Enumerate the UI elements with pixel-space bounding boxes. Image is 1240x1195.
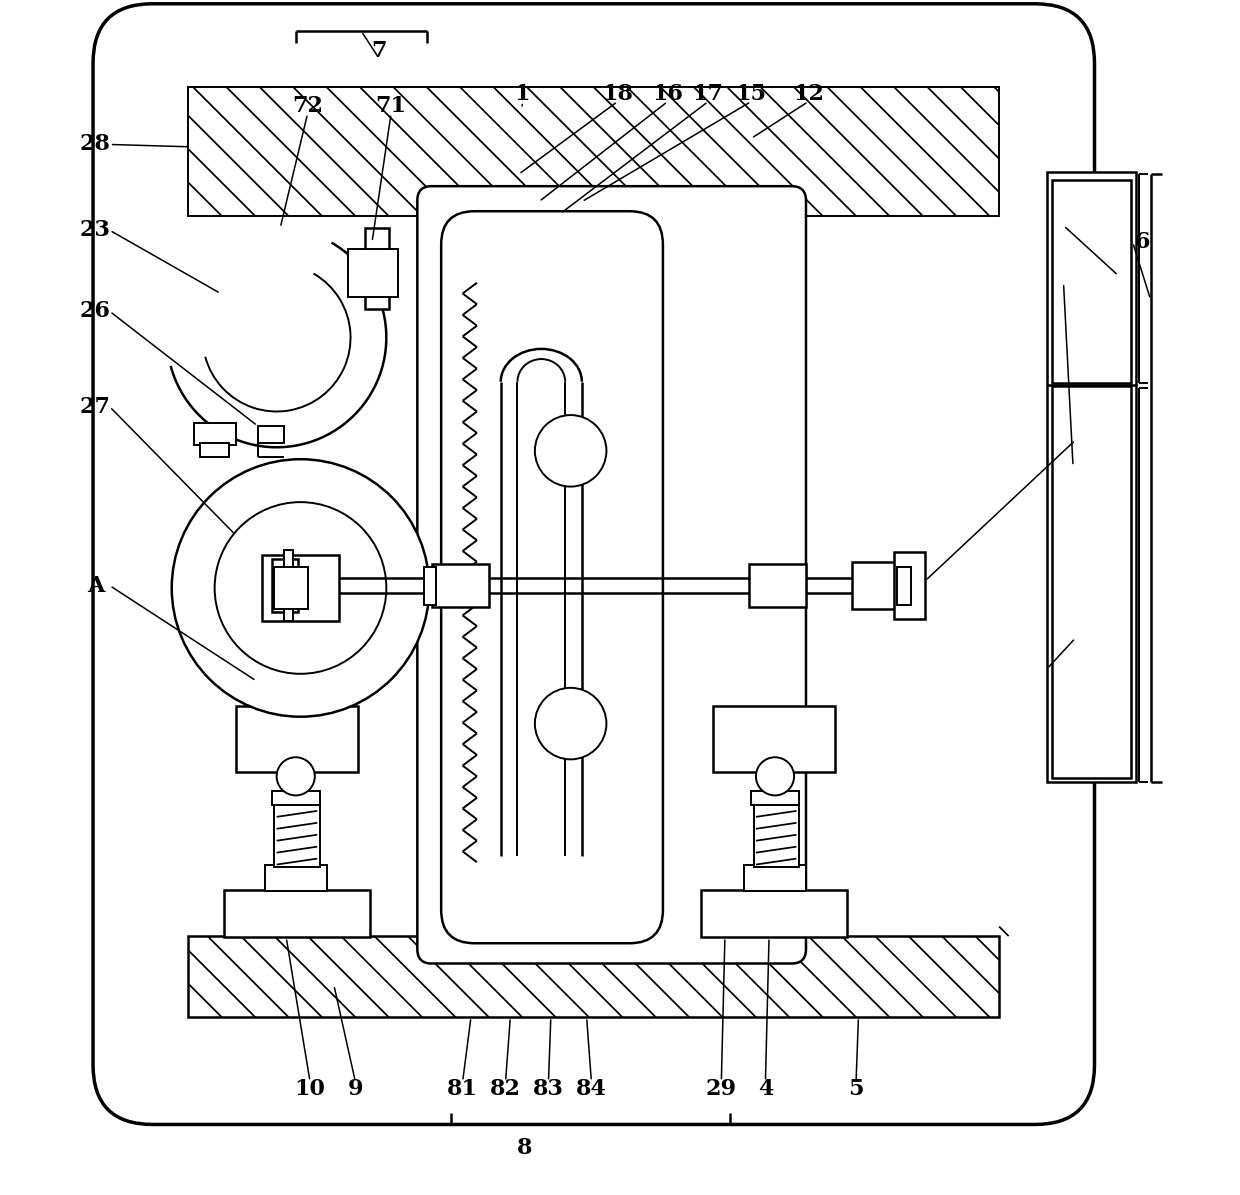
Bar	[188, 936, 999, 1017]
Circle shape	[756, 758, 794, 796]
Bar	[365, 228, 388, 310]
Bar	[744, 864, 806, 890]
Bar	[188, 87, 999, 216]
Bar	[236, 706, 357, 772]
Text: 13: 13	[1060, 422, 1091, 445]
Bar	[894, 552, 925, 619]
Text: 7: 7	[372, 41, 387, 62]
Circle shape	[215, 502, 387, 674]
Bar	[749, 564, 806, 607]
FancyBboxPatch shape	[418, 186, 806, 963]
Text: 18: 18	[603, 84, 634, 105]
Circle shape	[277, 758, 315, 796]
Bar	[348, 250, 398, 298]
Text: A: A	[87, 575, 104, 596]
FancyBboxPatch shape	[441, 212, 663, 943]
Bar	[272, 559, 298, 612]
Bar	[274, 805, 320, 866]
Text: 62: 62	[1048, 208, 1079, 229]
Text: 15: 15	[735, 84, 766, 105]
Text: 4: 4	[758, 1078, 773, 1099]
Text: 27: 27	[79, 396, 110, 418]
Text: 16: 16	[652, 84, 683, 105]
Circle shape	[171, 459, 429, 717]
Bar	[263, 554, 339, 621]
Text: 29: 29	[706, 1078, 737, 1099]
Text: 6: 6	[1135, 231, 1149, 253]
Text: 71: 71	[376, 96, 407, 117]
Bar	[751, 791, 799, 805]
Bar	[258, 425, 284, 442]
Text: 61: 61	[1048, 264, 1079, 287]
Bar	[701, 889, 847, 937]
Text: 82: 82	[490, 1078, 521, 1099]
Bar	[1052, 180, 1131, 382]
Text: 83: 83	[533, 1078, 564, 1099]
Text: 5: 5	[848, 1078, 864, 1099]
Bar	[195, 423, 236, 445]
Circle shape	[534, 415, 606, 486]
Bar	[201, 442, 229, 456]
Text: 12: 12	[792, 84, 823, 105]
Text: 26: 26	[79, 300, 110, 323]
Bar	[713, 706, 835, 772]
Text: 81: 81	[448, 1078, 479, 1099]
Text: 14: 14	[1060, 620, 1091, 642]
Text: 17: 17	[693, 84, 724, 105]
Bar	[264, 864, 326, 890]
FancyBboxPatch shape	[93, 4, 1095, 1124]
Bar	[224, 889, 370, 937]
Bar	[754, 805, 799, 866]
Text: 28: 28	[79, 134, 110, 155]
Bar	[284, 550, 294, 621]
Bar	[852, 562, 898, 609]
Text: 9: 9	[347, 1078, 363, 1099]
Text: 8: 8	[517, 1138, 532, 1159]
Bar	[188, 87, 999, 216]
Bar	[272, 791, 320, 805]
Bar	[1052, 386, 1131, 778]
Bar	[274, 566, 308, 609]
Bar	[1047, 172, 1136, 783]
Bar	[424, 566, 436, 605]
Bar	[897, 566, 911, 605]
Text: 10: 10	[295, 1078, 325, 1099]
Circle shape	[534, 688, 606, 759]
Text: 72: 72	[293, 96, 324, 117]
Text: 1: 1	[515, 84, 529, 105]
Bar	[432, 564, 489, 607]
Text: 23: 23	[81, 220, 110, 241]
Text: 84: 84	[575, 1078, 606, 1099]
